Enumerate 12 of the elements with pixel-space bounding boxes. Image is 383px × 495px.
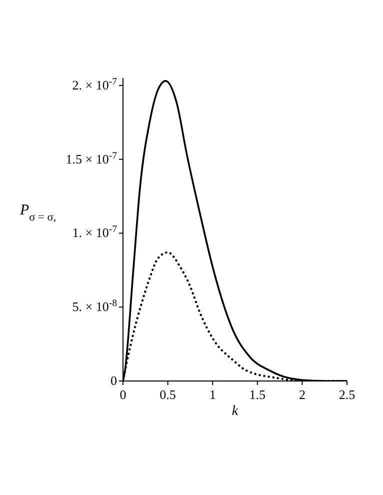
y-tick-label: 1. × 10$^{-7}$ (72, 224, 118, 240)
x-tick-label: 1.5 (249, 387, 266, 402)
y-tick-label: 1.5 × 10$^{-7}$ (66, 150, 118, 166)
x-tick-label: 2.5 (338, 387, 356, 402)
y-axis-title: P$_{σ = σ,}$ (19, 202, 56, 224)
x-tick-label: 2 (298, 387, 306, 402)
y-tick-label: 2. × 10$^{-7}$ (72, 76, 118, 92)
y-tick-label: 5. × 10$^{-8}$ (72, 298, 118, 314)
x-axis-title: k (232, 404, 239, 419)
x-tick-label: 1 (209, 387, 216, 402)
x-tick-label: 0.5 (160, 387, 176, 402)
y-tick-label: 0 (110, 373, 117, 388)
